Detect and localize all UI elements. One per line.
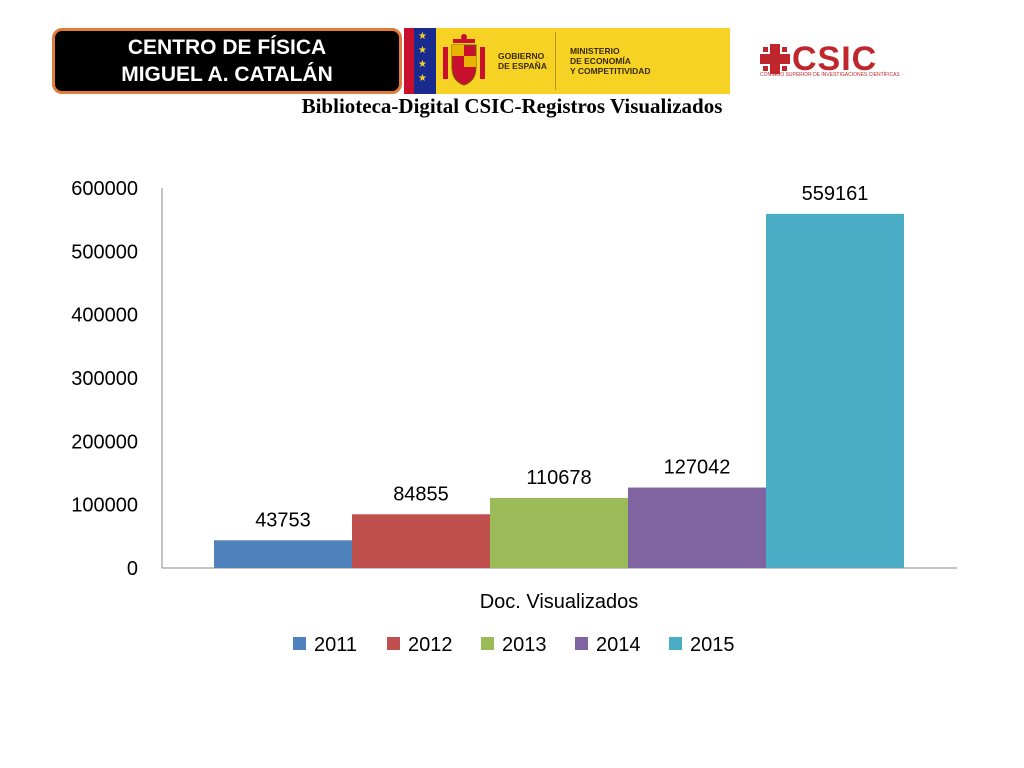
bar-2012 [352,514,490,568]
gov-text-line1: GOBIERNO [498,51,545,61]
gov-text-line2: DE ESPAÑA [498,61,547,71]
chart-title: Biblioteca-Digital CSIC-Registros Visual… [301,94,723,118]
bar-2013 [490,497,628,568]
coat-of-arms-icon [436,28,492,94]
y-tick-label: 100000 [71,495,138,517]
y-tick-label: 500000 [71,241,138,263]
min-text-line2: DE ECONOMÍA [569,56,631,66]
government-logo: ★ ★ ★ ★ GOBIERNO DE ESPAÑA MINISTERIO DE… [404,28,730,94]
data-label-2011: 43753 [255,509,311,531]
legend-label-2011: 2011 [314,634,357,656]
legend-label-2012: 2012 [408,634,453,656]
center-name-badge: CENTRO DE FÍSICA MIGUEL A. CATALÁN [52,28,402,94]
legend-swatch-2015 [669,637,682,650]
y-tick-label: 200000 [71,431,138,453]
legend-label-2015: 2015 [690,634,735,656]
bar-2014 [628,487,766,568]
data-label-2013: 110678 [526,467,591,489]
legend-swatch-2012 [387,637,400,650]
min-text-line1: MINISTERIO [569,46,620,56]
legend-label-2014: 2014 [596,634,641,656]
y-tick-label: 400000 [71,305,138,327]
legend-label-2013: 2013 [502,634,547,656]
eu-flag-icon: ★ ★ ★ ★ [404,28,436,94]
legend-swatch-2013 [481,637,494,650]
legend-swatch-2011 [293,637,306,650]
csic-wordmark: CSIC [792,40,878,78]
csic-emblem-icon [760,44,790,74]
government-label: GOBIERNO DE ESPAÑA [492,28,547,94]
bar-2015 [766,213,904,569]
center-name-line1: CENTRO DE FÍSICA [127,36,327,59]
ministry-label: MINISTERIO DE ECONOMÍA Y COMPETITIVIDAD [564,28,651,94]
center-name-line2: MIGUEL A. CATALÁN [121,63,333,86]
y-tick-label: 600000 [71,178,138,200]
data-label-2014: 127042 [664,457,731,479]
data-label-2015: 559161 [802,183,869,205]
x-category-label: Doc. Visualizados [480,591,639,613]
legend-swatch-2014 [575,637,588,650]
data-label-2012: 84855 [393,483,449,505]
csic-logo: CSIC CONSEJO SUPERIOR DE INVESTIGACIONES… [760,40,940,80]
y-tick-label: 300000 [71,368,138,390]
y-tick-label: 0 [127,558,138,580]
bar-2011 [214,540,352,568]
csic-subtitle: CONSEJO SUPERIOR DE INVESTIGACIONES CIEN… [760,72,900,78]
min-text-line3: Y COMPETITIVIDAD [569,66,651,76]
